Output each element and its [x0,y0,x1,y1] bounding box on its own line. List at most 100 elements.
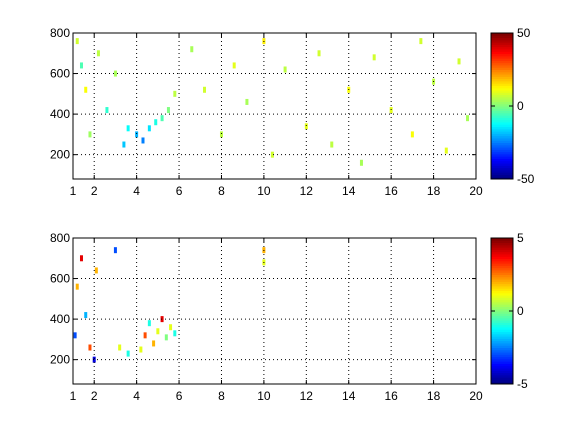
heatmap-cell [141,137,145,144]
heatmap-cell [317,50,321,57]
colorbar-segment [491,53,513,57]
colorbar-segment [491,338,513,342]
colorbar-segment [491,274,513,278]
colorbar-segment [491,381,513,385]
colorbar-segment [491,151,513,155]
colorbar-segment [491,349,513,353]
colorbar-segment [491,124,513,128]
colorbar-segment [491,48,513,52]
colorbar-segment [491,42,513,45]
colorbar-segment [491,156,513,159]
heatmap-cell [88,344,92,351]
colorbar-segment [491,169,513,173]
colorbar-segment [491,253,513,257]
colorbar-segment [491,329,513,333]
colorbar-segment [491,317,513,321]
colorbar-segment [491,258,513,262]
colorbar-segment [491,281,513,285]
colorbar-segment [491,299,513,303]
colorbar-segment [491,356,513,360]
x-tick-label: 14 [342,184,356,198]
colorbar-segment [491,352,513,355]
axes-frame [72,32,477,180]
colorbar-segment [491,333,513,337]
colorbar-segment [491,87,513,91]
colorbar-segment [491,263,513,266]
colorbar-segment [491,238,513,241]
colorbar-segment [491,242,513,246]
colorbar-segment [491,276,513,280]
heatmap-cell [372,54,376,61]
heatmap-cell [419,38,423,45]
colorbar-segment [491,315,513,319]
colorbar-segment [491,96,513,100]
heatmap-cell [457,58,461,65]
colorbar-segment [491,249,513,253]
y-tick-label: 400 [50,312,70,326]
colorbar-segment [491,71,513,75]
colorbar-segment [491,331,513,335]
x-tick-label: 4 [133,184,140,198]
colorbar-segment [491,374,513,378]
colorbar-segment [491,283,513,287]
colorbar-segment [491,165,513,169]
colorbar-segment [491,64,513,68]
colorbar-segment [491,140,513,143]
colorbar-segment [491,60,513,64]
heatmap-cell [79,255,83,262]
colorbar-segment [491,44,513,48]
x-tick-label: 10 [257,184,271,198]
x-tick-label: 2 [91,389,98,403]
colorbar-tick-label: 0 [517,304,524,318]
heatmap-cell [75,38,79,45]
heatmap-cell [444,147,448,154]
heatmap-cell [113,247,117,254]
colorbar-segment [491,324,513,328]
x-tick-label: 12 [300,184,314,198]
x-tick-label: 4 [133,389,140,403]
colorbar-segment [491,251,513,255]
colorbar-segment [491,297,513,301]
colorbar-segment [491,144,513,148]
colorbar-segment [491,99,513,102]
colorbar-segment [491,176,513,180]
y-tick-label: 400 [50,107,70,121]
colorbar-segment [491,247,513,250]
x-tick-label: 8 [218,389,225,403]
colorbar-segment [491,133,513,137]
colorbar-segment [491,295,513,298]
heatmap-cell [169,324,173,331]
colorbar-segment [491,85,513,89]
colorbar-segment [491,108,513,112]
heatmap-cell [389,107,393,114]
colorbar-segment [491,80,513,84]
heatmap-cell [173,330,177,337]
colorbar-segment [491,272,513,275]
x-tick-label: 10 [257,389,271,403]
heatmap-cell [84,312,88,319]
heatmap-cell [359,159,363,166]
colorbar-segment [491,101,513,105]
colorbar-segment [491,117,513,121]
heatmap-cell [96,50,100,57]
colorbar-segment [491,39,513,43]
colorbar-segment [491,340,513,344]
colorbar-segment [491,92,513,96]
colorbar-segment [491,115,513,118]
colorbar-segment [491,320,513,323]
colorbar-segment [491,51,513,55]
colorbar-segment [491,58,513,61]
colorbar-segment [491,163,513,166]
colorbar-segment [491,35,513,39]
colorbar-segment [491,33,513,36]
heatmap-cell [245,98,249,105]
colorbar-segment [491,90,513,93]
heatmap-cell [79,62,83,69]
y-tick-label: 800 [50,26,70,40]
colorbar-segment [491,167,513,171]
heatmap-cell [173,90,177,97]
heatmap-cell [147,320,151,327]
colorbar-tick-label: -50 [517,172,535,186]
x-tick-label: 18 [427,389,441,403]
